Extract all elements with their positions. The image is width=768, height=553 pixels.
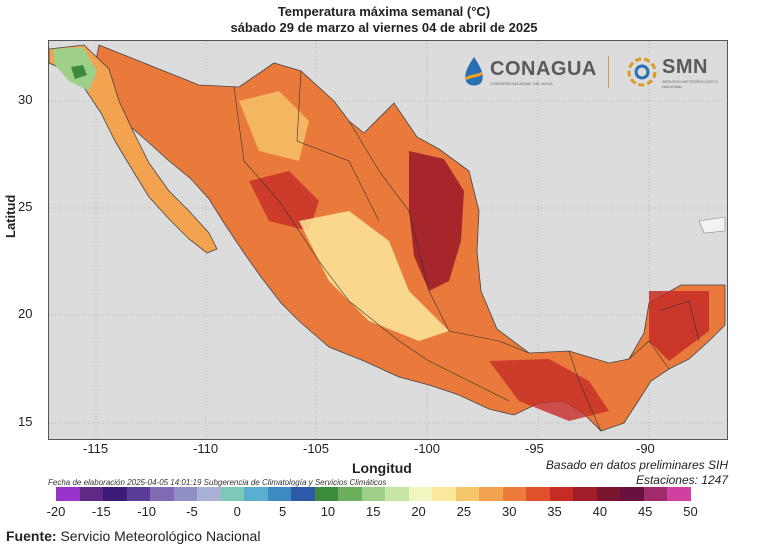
temperature-map <box>49 41 727 439</box>
map-title-line1: Temperatura máxima semanal (°C) <box>277 4 491 19</box>
colorbar-swatch <box>620 487 644 501</box>
x-tick: -115 <box>83 441 109 456</box>
colorbar-tick-label: 0 <box>233 504 241 519</box>
colorbar-swatch <box>220 487 244 501</box>
colorbar-swatch <box>526 487 550 501</box>
colorbar-tick-label: 40 <box>592 504 608 519</box>
source-text: Servicio Meteorológico Nacional <box>56 528 261 544</box>
stations-count: Estaciones: 1247 <box>635 473 728 487</box>
colorbar-swatch <box>56 487 80 501</box>
cool-region-north <box>239 91 309 161</box>
smn-subtitle: SERVICIO METEOROLÓGICO NACIONAL <box>662 78 718 89</box>
mexico-mainland <box>93 44 726 432</box>
colorbar-tick-label: -10 <box>137 504 157 519</box>
colorbar-tick-label: 50 <box>683 504 698 519</box>
colorbar-swatch <box>103 487 127 501</box>
x-tick: -95 <box>525 441 544 456</box>
colorbar-swatch <box>596 487 620 501</box>
colorbar-tick-label: 10 <box>320 504 336 519</box>
basis-text: Basado en datos preliminares SIH <box>545 458 728 472</box>
map-title: Temperatura máxima semanal (°C) sábado 2… <box>0 4 768 36</box>
conagua-drop-icon <box>465 57 483 86</box>
colorbar-swatch <box>432 487 456 501</box>
conagua-subtitle: COMISIÓN NACIONAL DEL AGUA <box>490 81 553 86</box>
hot-region-south <box>489 359 609 421</box>
smn-spiral-icon <box>627 57 657 87</box>
colorbar-swatch <box>291 487 315 501</box>
colorbar-swatch <box>338 487 362 501</box>
smn-logo: SMN SERVICIO METEOROLÓGICO NACIONAL <box>626 52 722 92</box>
source-line: Fuente: Servicio Meteorológico Nacional <box>6 528 260 544</box>
y-tick: 15 <box>18 414 33 429</box>
colorbar-swatch <box>361 487 385 501</box>
colorbar-swatch <box>197 487 221 501</box>
colorbar-swatch <box>314 487 338 501</box>
x-axis-label: Longitud <box>352 460 412 476</box>
colorbar <box>56 487 691 501</box>
colorbar-tick-label: 35 <box>547 504 562 519</box>
colorbar-swatch <box>244 487 268 501</box>
colorbar-swatch <box>573 487 597 501</box>
colorbar-tick-label: 15 <box>366 504 381 519</box>
colorbar-swatch <box>479 487 503 501</box>
colorbar-tick-label: 25 <box>456 504 472 519</box>
cuba <box>698 216 726 234</box>
y-tick: 25 <box>18 199 33 214</box>
hot-region-sierra <box>249 171 319 231</box>
colorbar-swatch <box>126 487 150 501</box>
x-tick: -100 <box>414 441 441 456</box>
colorbar-tick-label: 30 <box>501 504 517 519</box>
x-tick: -105 <box>303 441 330 456</box>
creation-timestamp: Fecha de elaboración 2025-04-05 14:01:19… <box>48 478 387 487</box>
cool-region-plateau <box>299 211 449 341</box>
colorbar-swatch <box>643 487 667 501</box>
colorbar-swatch <box>667 487 691 501</box>
hot-region-yucatan <box>649 291 709 361</box>
hot-region-northeast <box>409 151 464 291</box>
conagua-wordmark: CONAGUA <box>490 58 597 80</box>
colorbar-tick-label: -15 <box>91 504 111 519</box>
colorbar-swatch <box>455 487 479 501</box>
map-title-line2: sábado 29 de marzo al viernes 04 de abri… <box>230 20 538 35</box>
cold-spot-baja <box>71 65 87 79</box>
x-tick: -90 <box>636 441 655 456</box>
y-tick: 30 <box>18 92 33 107</box>
colorbar-swatch <box>408 487 432 501</box>
x-tick: -110 <box>193 441 219 456</box>
smn-wordmark: SMN <box>662 55 708 78</box>
colorbar-swatch <box>385 487 409 501</box>
y-tick: 20 <box>18 306 33 321</box>
colorbar-tick-label: -5 <box>186 504 198 519</box>
colorbar-swatch <box>549 487 573 501</box>
data-basis-note: Basado en datos preliminares SIH Estacio… <box>546 458 728 488</box>
colorbar-tick-label: 5 <box>278 504 287 519</box>
colorbar-swatch <box>267 487 291 501</box>
colorbar-swatch <box>173 487 197 501</box>
conagua-logo: CONAGUA COMISIÓN NACIONAL DEL AGUA <box>462 52 597 92</box>
y-axis-label: Latitud <box>3 194 18 238</box>
colorbar-swatch <box>150 487 174 501</box>
state-borders <box>233 70 700 432</box>
colorbar-tick-label: 20 <box>411 504 426 519</box>
map-frame <box>48 40 728 440</box>
colorbar-swatch <box>502 487 526 501</box>
baja-california <box>49 44 218 254</box>
colorbar-tick-label: 45 <box>637 504 653 519</box>
source-label: Fuente: <box>6 528 57 544</box>
colorbar-swatch <box>79 487 103 501</box>
colorbar-tick-label: -20 <box>46 504 66 519</box>
logo-divider <box>608 56 609 88</box>
